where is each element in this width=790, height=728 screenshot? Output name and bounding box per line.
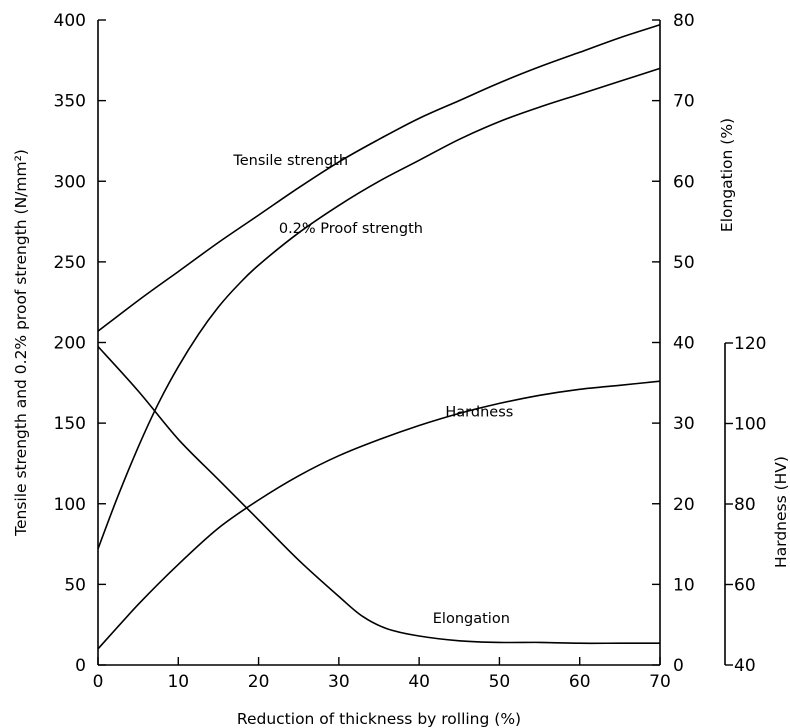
hardness-tick-label: 80 — [734, 495, 756, 515]
right-tick-label: 80 — [673, 11, 695, 31]
left-tick-label: 350 — [54, 92, 86, 112]
right-tick-label: 70 — [673, 92, 695, 112]
series-line-0-2-proof-strength — [97, 67, 661, 550]
curves — [97, 24, 661, 650]
left-tick-label: 250 — [54, 253, 86, 273]
right-tick-label: 20 — [673, 495, 695, 515]
labels: Reduction of thickness by rolling (%) Ten… — [12, 118, 790, 728]
left-tick-label: 200 — [54, 334, 86, 354]
annotation-elongation: Elongation — [433, 611, 510, 627]
left-tick-label: 50 — [64, 575, 86, 595]
left-tick-label: 150 — [54, 414, 86, 434]
right-axis-title: Elongation (%) — [718, 118, 736, 232]
right-tick-label: 0 — [673, 656, 684, 676]
series-line-tensile-strength — [97, 24, 661, 332]
x-tick-label: 20 — [248, 672, 270, 692]
x-tick-label: 30 — [328, 672, 350, 692]
x-tick-label: 0 — [93, 672, 104, 692]
x-axis-title: Reduction of thickness by rolling (%) — [237, 710, 521, 728]
hardness-tick-label: 60 — [734, 576, 756, 596]
hardness-tick-label: 100 — [734, 415, 766, 435]
left-tick-label: 300 — [54, 172, 86, 192]
ticks: 0 10 20 30 40 50 60 700501001502002503003504000… — [54, 11, 767, 692]
left-axis-title: Tensile strength and 0.2% proof strength… — [12, 149, 30, 537]
series-line-hardness — [97, 380, 661, 650]
left-tick-label: 100 — [54, 495, 86, 515]
x-tick-label: 60 — [569, 672, 591, 692]
hardness-tick-label: 40 — [734, 656, 756, 676]
left-tick-label: 400 — [54, 11, 86, 31]
annotation-hardness: Hardness — [445, 405, 513, 421]
hardness-axis-title: Hardness (HV) — [772, 456, 790, 568]
annotation-tensile-strength: Tensile strength — [232, 153, 348, 169]
x-tick-label: 70 — [649, 672, 671, 692]
x-tick-label: 50 — [489, 672, 511, 692]
left-tick-label: 0 — [75, 656, 86, 676]
x-tick-label: 40 — [408, 672, 430, 692]
right-tick-label: 50 — [673, 253, 695, 273]
right-tick-label: 40 — [673, 334, 695, 354]
hardness-tick-label: 120 — [734, 334, 766, 354]
series-line-elongation — [97, 345, 660, 645]
right-tick-label: 30 — [673, 414, 695, 434]
x-tick-label: 10 — [167, 672, 189, 692]
right-tick-label: 60 — [673, 172, 695, 192]
axes — [97, 20, 726, 666]
annotation-0-2-proof-strength: 0.2% Proof strength — [279, 221, 423, 237]
right-tick-label: 10 — [673, 575, 695, 595]
